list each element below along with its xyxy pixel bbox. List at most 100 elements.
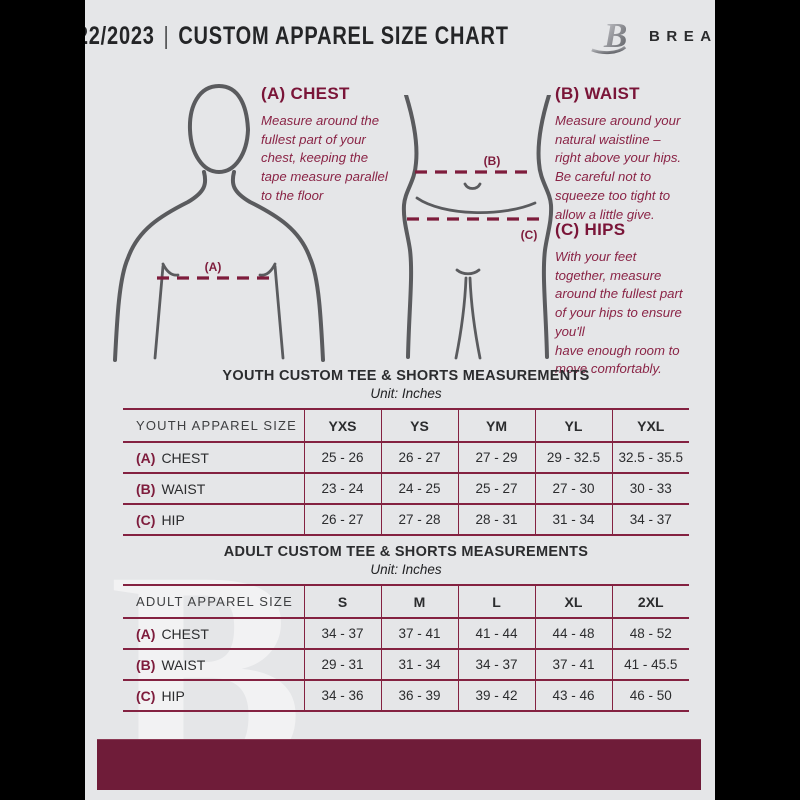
column-header: L [457, 584, 535, 618]
table-cell: 29 - 32.5 [534, 441, 612, 473]
column-header: YL [534, 408, 612, 442]
right-inner-arm [273, 264, 285, 360]
right-side-outline [536, 95, 554, 359]
row-label: (A) CHEST [123, 441, 304, 473]
adult-table-title: ADULT CUSTOM TEE & SHORTS MEASUREMENTS [223, 544, 589, 560]
table-row: (A) CHEST 34 - 37 37 - 41 41 - 44 44 - 48… [123, 617, 689, 649]
youth-size-table: YOUTH APPAREL SIZE YXS YS YM YL YXL (A) C… [123, 408, 689, 536]
hips-heading: (C) HIPS [555, 220, 626, 239]
chest-instructions: (A) CHEST Measure around the fullest par… [261, 84, 421, 206]
table-cell: 25 - 26 [303, 441, 381, 473]
hips-instructions: (C) HIPS With your feet together, measur… [555, 220, 713, 379]
table-row: (C) HIP 26 - 27 27 - 28 28 - 31 31 - 34 3… [123, 503, 689, 535]
row-label: (A) CHEST [123, 617, 304, 649]
youth-corner-label: YOUTH APPAREL SIZE [123, 408, 304, 442]
right-armpit-crease [258, 262, 277, 277]
table-cell: 43 - 46 [534, 679, 612, 711]
crotch-crease [455, 268, 481, 276]
table-row: (B) WAIST 29 - 31 31 - 34 34 - 37 37 - 41… [123, 648, 689, 680]
page-title: 2022/2023| CUSTOM APPAREL SIZE CHART [85, 22, 509, 51]
lower-body-figure: (B) (C) [401, 95, 554, 360]
row-label: (C) HIP [123, 503, 304, 535]
youth-table-title: YOUTH CUSTOM TEE & SHORTS MEASUREMENTS [222, 368, 590, 384]
column-header: YXS [303, 408, 381, 442]
table-cell: 29 - 31 [303, 648, 381, 680]
adult-header-row: ADULT APPAREL SIZE S M L XL 2XL [123, 584, 689, 618]
table-cell: 27 - 28 [380, 503, 458, 535]
table-cell: 26 - 27 [303, 503, 381, 535]
youth-table-unit: Unit: Inches [370, 386, 442, 401]
column-header: YM [457, 408, 535, 442]
table-cell: 36 - 39 [380, 679, 458, 711]
waist-description: Measure around your natural waistline – … [555, 113, 682, 222]
chest-description: Measure around the fullest part of your … [261, 113, 388, 203]
column-header: YXL [611, 408, 689, 442]
head-outline [187, 83, 251, 175]
table-cell: 28 - 31 [457, 503, 535, 535]
navel-mark [463, 182, 482, 190]
row-label: (B) WAIST [123, 648, 304, 680]
adult-table-unit: Unit: Inches [370, 562, 442, 577]
upper-body-figure: (A) [113, 83, 325, 362]
youth-section: YOUTH CUSTOM TEE & SHORTS MEASUREMENTS U… [123, 368, 689, 536]
table-cell: 31 - 34 [380, 648, 458, 680]
waist-instructions: (B) WAIST Measure around your natural wa… [555, 84, 713, 224]
table-cell: 26 - 27 [380, 441, 458, 473]
table-row: (B) WAIST 23 - 24 24 - 25 25 - 27 27 - 30… [123, 472, 689, 504]
chest-line-label: (A) [205, 260, 222, 274]
left-inner-leg [454, 276, 468, 360]
column-header: XL [534, 584, 612, 618]
row-label: (C) HIP [123, 679, 304, 711]
row-label: (B) WAIST [123, 472, 304, 504]
table-cell: 34 - 37 [611, 503, 689, 535]
table-cell: 39 - 42 [457, 679, 535, 711]
left-shoulder-arm [113, 170, 208, 362]
title-year: 2022/2023 [85, 21, 156, 50]
chest-heading: (A) CHEST [261, 84, 350, 103]
table-cell: 30 - 33 [611, 472, 689, 504]
adult-size-table: ADULT APPAREL SIZE S M L XL 2XL (A) CHEST… [123, 584, 689, 712]
table-cell: 41 - 45.5 [611, 648, 689, 680]
table-cell: 34 - 37 [303, 617, 381, 649]
breakaway-b-logo-icon: B [591, 16, 627, 55]
table-cell: 34 - 36 [303, 679, 381, 711]
title-text: CUSTOM APPAREL SIZE CHART [178, 21, 510, 50]
right-inner-leg [468, 276, 482, 360]
table-cell: 31 - 34 [534, 503, 612, 535]
table-cell: 25 - 27 [457, 472, 535, 504]
table-cell: 24 - 25 [380, 472, 458, 504]
brand-name: BREAKAWAY [649, 27, 715, 45]
column-header: YS [380, 408, 458, 442]
table-cell: 32.5 - 35.5 [611, 441, 689, 473]
table-cell: 46 - 50 [611, 679, 689, 711]
table-cell: 41 - 44 [457, 617, 535, 649]
left-inner-arm [153, 264, 165, 360]
column-header: 2XL [611, 584, 689, 618]
youth-header-row: YOUTH APPAREL SIZE YXS YS YM YL YXL [123, 408, 689, 442]
hips-description: With your feet together, measure around … [555, 249, 683, 377]
right-shoulder-arm [230, 170, 325, 362]
left-armpit-crease [161, 262, 180, 277]
table-row: (C) HIP 34 - 36 36 - 39 39 - 42 43 - 46 4… [123, 679, 689, 711]
brand-lockup: B BREAKAWAY [590, 14, 715, 58]
title-separator: | [163, 21, 170, 50]
table-cell: 23 - 24 [303, 472, 381, 504]
table-row: (A) CHEST 25 - 26 26 - 27 27 - 29 29 - 32… [123, 441, 689, 473]
waist-heading: (B) WAIST [555, 84, 640, 103]
table-cell: 37 - 41 [534, 648, 612, 680]
waist-line-label: (B) [484, 154, 501, 168]
size-chart-page: B 2022/2023| CUSTOM APPAREL SIZE CHART B [85, 0, 715, 800]
hips-line-label: (C) [521, 228, 538, 242]
adult-section: ADULT CUSTOM TEE & SHORTS MEASUREMENTS U… [123, 544, 689, 712]
table-cell: 44 - 48 [534, 617, 612, 649]
column-header: M [380, 584, 458, 618]
column-header: S [303, 584, 381, 618]
table-cell: 27 - 29 [457, 441, 535, 473]
footer-bar [97, 739, 701, 790]
table-cell: 37 - 41 [380, 617, 458, 649]
adult-corner-label: ADULT APPAREL SIZE [123, 584, 304, 618]
table-cell: 48 - 52 [611, 617, 689, 649]
header: 2022/2023| CUSTOM APPAREL SIZE CHART B [85, 0, 715, 72]
table-cell: 27 - 30 [534, 472, 612, 504]
